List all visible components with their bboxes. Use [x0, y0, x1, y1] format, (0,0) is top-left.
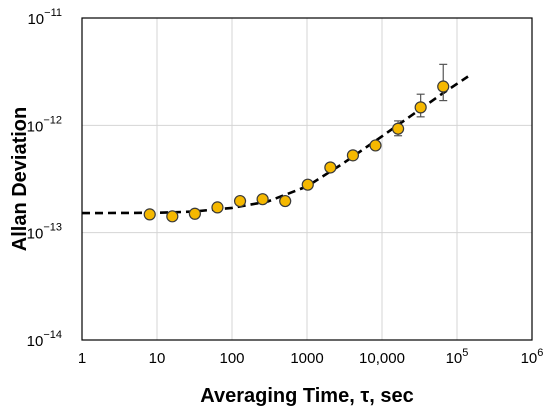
- fit-curve: [81, 75, 469, 215]
- x-tick-label: 10: [149, 350, 166, 367]
- x-tick-label: 105: [446, 347, 469, 367]
- data-point: [391, 122, 405, 135]
- data-point: [211, 201, 224, 214]
- data-point: [279, 194, 292, 208]
- x-tick-labels: 1 10 100 1000 10,000 105 106: [78, 347, 544, 367]
- x-tick-label: 1000: [290, 350, 323, 367]
- data-point: [414, 101, 427, 114]
- data-point: [346, 149, 360, 162]
- y-tick-label: 10−12: [27, 114, 62, 135]
- x-tick-label: 10,000: [359, 350, 405, 367]
- data-point: [256, 193, 269, 206]
- y-tick-label: 10−13: [27, 222, 62, 243]
- data-point: [166, 210, 179, 223]
- x-tick-label: 100: [219, 350, 244, 367]
- data-point: [324, 161, 337, 174]
- y-axis-title: Allan Deviation: [9, 107, 31, 251]
- data-point: [143, 208, 156, 221]
- data-point: [301, 178, 314, 191]
- y-tick-labels: 10−14 10−13 10−12 10−11: [27, 7, 62, 350]
- y-tick-label: 10−11: [27, 7, 62, 28]
- data-point: [188, 207, 201, 220]
- plot-frame: [81, 17, 533, 341]
- y-tick-label: 10−14: [27, 329, 62, 350]
- x-tick-label: 1: [78, 350, 86, 367]
- data-points-layer: [143, 80, 450, 223]
- data-point: [437, 80, 450, 93]
- fit-curve-layer: [81, 75, 469, 215]
- data-point: [233, 194, 247, 208]
- grid: [82, 18, 532, 340]
- x-axis-title: Averaging Time, τ, sec: [200, 385, 413, 407]
- x-tick-label: 106: [521, 347, 544, 367]
- data-point: [369, 139, 382, 152]
